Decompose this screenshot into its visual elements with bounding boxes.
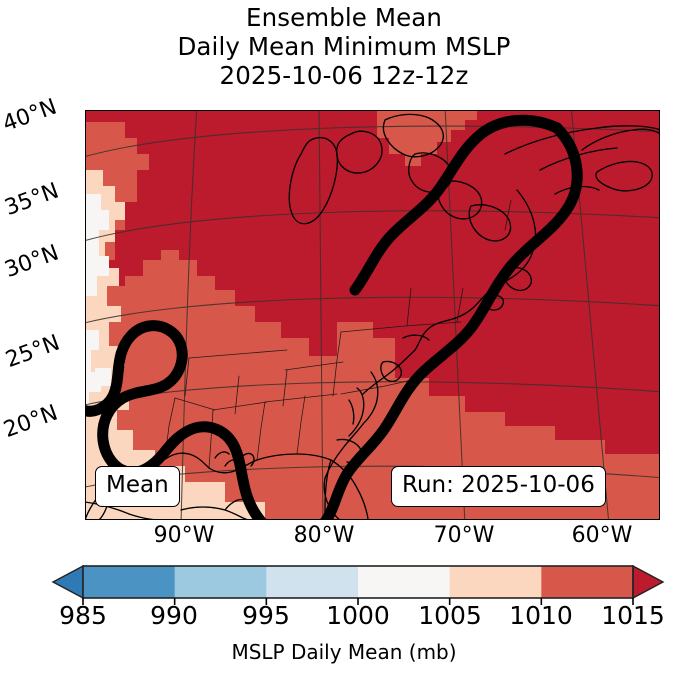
lat-label-20N: 20°N [0, 400, 62, 443]
lat-label-40N: 40°N [0, 94, 61, 137]
lon-label-60W: 60°W [571, 523, 633, 548]
lon-label-90W: 90°W [153, 523, 215, 548]
lon-label-70W: 70°W [433, 523, 495, 548]
lon-label-80W: 80°W [293, 523, 355, 548]
fill-band-1000-1005 [85, 194, 111, 410]
colorbar-band-1010-1015 [541, 566, 634, 598]
colorbar-tick-1010: 1010 [509, 601, 573, 630]
colorbar-band-1000-1005 [358, 566, 451, 598]
colorbar-band-985-990 [83, 566, 176, 598]
colorbar-outline [82, 565, 634, 599]
colorbar-extend-max [632, 564, 665, 600]
colorbar-tick-990: 990 [150, 601, 198, 630]
colorbar-ticks [82, 598, 634, 605]
colorbar-axis-label: MSLP Daily Mean (mb) [231, 640, 457, 664]
title-line-1: Ensemble Mean [246, 3, 442, 32]
colorbar-band-995-1000 [266, 566, 359, 598]
colorbar-tick-985: 985 [59, 601, 107, 630]
highlight-contour-line-upper [349, 114, 563, 296]
title-line-2: Daily Mean Minimum MSLP [177, 31, 511, 61]
colorbar-bands [51, 564, 665, 600]
map-coastlines [85, 113, 660, 520]
colorbar-tick-1005: 1005 [418, 601, 482, 630]
colorbar-tick-1000: 1000 [326, 601, 390, 630]
mslp-filled-contour-map [85, 110, 660, 520]
lat-label-30N: 30°N [1, 240, 63, 283]
lat-label-25N: 25°N [2, 330, 64, 373]
lat-label-35N: 35°N [1, 178, 63, 221]
highlight-contour-line [85, 122, 583, 520]
page-title: Ensemble Mean Daily Mean Minimum MSLP 20… [0, 3, 688, 91]
run-label-box: Run: 2025-10-06 [391, 466, 606, 507]
colorbar-tick-1015: 1015 [601, 601, 665, 630]
colorbar-tick-995: 995 [242, 601, 290, 630]
map-plot-area [85, 110, 660, 520]
colorbar-band-1005-1010 [449, 566, 542, 598]
title-line-3: 2025-10-06 12z-12z [219, 60, 469, 90]
colorbar-band-990-995 [174, 566, 267, 598]
colorbar-extend-min [51, 564, 84, 600]
mean-label-box: Mean [95, 466, 180, 507]
